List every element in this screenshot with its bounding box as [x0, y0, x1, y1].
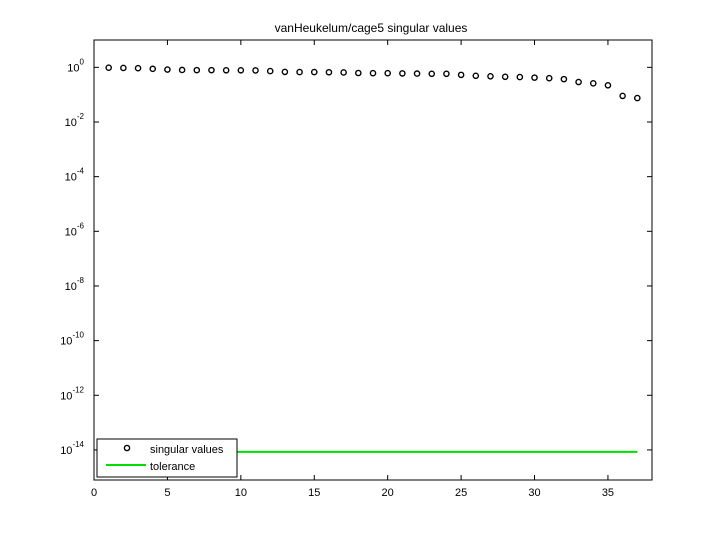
x-tick-label: 35: [602, 487, 614, 499]
x-tick-label: 0: [91, 487, 97, 499]
singular-value-point: [457, 71, 465, 79]
x-tick-label: 15: [308, 487, 320, 499]
singular-value-point: [340, 69, 347, 76]
x-tick-label: 30: [528, 487, 540, 499]
singular-value-point: [105, 64, 112, 71]
singular-value-point: [501, 73, 509, 81]
singular-value-point: [413, 70, 421, 77]
singular-value-point: [589, 80, 597, 87]
singular-value-point: [472, 72, 480, 80]
singular-value-point: [428, 70, 436, 78]
singular-value-point: [178, 66, 186, 74]
plot-frame: [93, 39, 653, 481]
y-tick-label: 10-12: [60, 385, 84, 402]
singular-value-point: [296, 68, 303, 76]
singular-value-point: [384, 69, 391, 77]
y-tick-label: 10-10: [60, 331, 84, 348]
singular-value-point: [604, 82, 612, 89]
singular-value-point: [487, 72, 494, 80]
x-tick-label: 10: [235, 487, 247, 499]
axes: 0 5 10 15 20 25 30 35 100 10-2 10-4 10-6 10-8 10-10 10…: [60, 39, 653, 499]
singular-value-point: [193, 66, 201, 74]
y-tick-label: 10-8: [65, 276, 85, 293]
chart-title: vanHeukelum/cage5 singular values: [275, 21, 468, 35]
singular-value-point: [237, 66, 245, 74]
y-tick-label: 10-2: [65, 112, 85, 129]
singular-value-point: [531, 74, 538, 81]
singular-value-point: [560, 75, 568, 83]
singular-value-point: [266, 67, 274, 75]
y-tick-label: 10-6: [65, 221, 85, 238]
singular-value-point: [164, 66, 171, 73]
legend-label-singular-values: singular values: [150, 444, 224, 456]
singular-value-point: [545, 74, 553, 82]
singular-value-point: [369, 69, 377, 77]
singular-value-point: [208, 66, 215, 74]
singular-value-point: [281, 68, 289, 76]
y-tick-label: 100: [67, 57, 84, 74]
singular-value-point: [575, 78, 582, 86]
legend-box: [96, 438, 238, 478]
y-tick-label: 10-4: [65, 167, 85, 184]
singular-value-point: [634, 94, 641, 102]
x-tick-label: 5: [164, 487, 170, 499]
singular-value-point: [325, 68, 333, 76]
singular-value-point: [134, 64, 142, 72]
singular-value-point: [222, 66, 230, 74]
singular-value-point: [619, 92, 626, 100]
x-tick-label: 25: [455, 487, 467, 499]
y-tick-label: 10-14: [60, 440, 84, 457]
legend: singular values tolerance: [96, 438, 238, 478]
x-tick-label: 20: [382, 487, 394, 499]
singular-value-point: [252, 67, 259, 74]
legend-marker-singular-values: [123, 444, 131, 452]
singular-value-point: [399, 70, 406, 77]
singular-value-point: [310, 68, 318, 76]
singular-value-point: [516, 73, 524, 81]
plot-marks: [105, 64, 641, 453]
singular-value-point: [443, 70, 450, 78]
legend-label-tolerance: tolerance: [150, 461, 195, 473]
singular-value-point: [355, 69, 362, 77]
singular-value-point: [149, 65, 157, 73]
singular-value-point: [120, 64, 127, 72]
